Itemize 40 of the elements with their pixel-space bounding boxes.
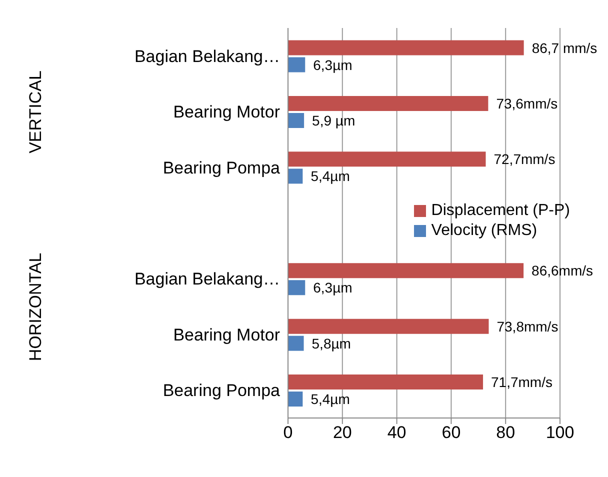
x-tick-label: 0 xyxy=(283,423,293,442)
y-tick-label: Bearing Pompa xyxy=(162,381,281,400)
y-tick-label: Bearing Motor xyxy=(173,325,280,344)
text: VERTICAL xyxy=(26,70,46,153)
data-label: 5,9 µm xyxy=(312,112,356,128)
y-tick-label: Bagian Belakang… xyxy=(134,46,280,66)
data-label: 6,3µm xyxy=(313,56,352,73)
data-label: 5,4µm xyxy=(310,391,350,408)
data-label: 86,7 mm/s xyxy=(532,40,598,56)
x-tick-label: 100 xyxy=(546,423,574,442)
bar xyxy=(288,280,306,296)
bar xyxy=(288,112,304,128)
bar xyxy=(288,152,486,167)
bar xyxy=(288,374,484,390)
bar xyxy=(288,336,304,351)
legend-label: Velocity (RMS) xyxy=(431,221,538,242)
x-tick-label: 20 xyxy=(332,423,352,442)
bar xyxy=(288,392,303,407)
data-label: 5,4µm xyxy=(310,168,350,184)
bar xyxy=(288,40,524,56)
y-tick-label: Bearing Motor xyxy=(173,102,280,122)
data-label: 73,6mm/s xyxy=(496,95,558,112)
text: HORIZONTAL xyxy=(26,252,46,361)
bar xyxy=(288,318,489,334)
bar xyxy=(288,57,306,72)
data-label: 73,8mm/s xyxy=(496,318,558,334)
data-label: 86,6mm/s xyxy=(532,262,594,279)
data-label: 6,3µm xyxy=(313,280,352,296)
bar xyxy=(288,96,488,111)
x-tick-label: 40 xyxy=(387,423,406,442)
data-label: 72,7mm/s xyxy=(494,151,556,168)
x-tick-label: 60 xyxy=(442,423,461,442)
y-tick-label: Bearing Pompa xyxy=(162,158,281,178)
bar xyxy=(288,168,303,184)
bar xyxy=(288,263,524,278)
x-tick-label: 80 xyxy=(496,423,516,442)
data-label: 5,8µm xyxy=(312,335,351,352)
legend-label: Displacement (P-P) xyxy=(431,201,570,222)
data-label: 71,7mm/s xyxy=(491,374,552,390)
y-tick-label: Bagian Belakang… xyxy=(134,270,280,289)
